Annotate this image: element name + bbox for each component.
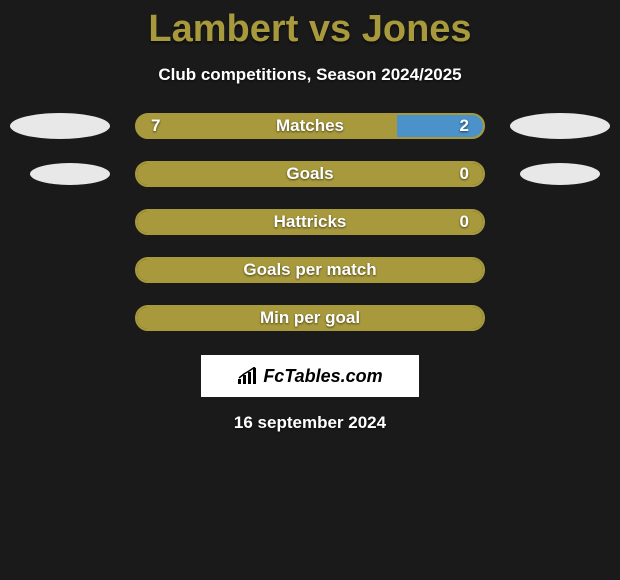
decor-ellipse-left: [30, 163, 110, 185]
bar-matches: 7 Matches 2: [135, 113, 485, 139]
decor-ellipse-right: [520, 163, 600, 185]
decor-ellipse-left: [10, 113, 110, 139]
row-goals-per-match: Goals per match: [0, 257, 620, 283]
bar-goals-per-match: Goals per match: [135, 257, 485, 283]
decor-ellipse-right: [510, 113, 610, 139]
brand-text: FcTables.com: [263, 366, 382, 387]
bar-seg-left: [137, 163, 483, 185]
comparison-rows: 7 Matches 2 Goals 0 Hattricks 0 Goals pe…: [0, 113, 620, 331]
bar-seg-left: [137, 211, 483, 233]
bar-seg-left: [137, 307, 483, 329]
brand-box: FcTables.com: [201, 355, 419, 397]
bar-seg-left: [137, 115, 397, 137]
bar-seg-right: [397, 115, 484, 137]
brand-chart-icon: [237, 367, 259, 385]
row-min-per-goal: Min per goal: [0, 305, 620, 331]
bar-goals: Goals 0: [135, 161, 485, 187]
subtitle: Club competitions, Season 2024/2025: [0, 65, 620, 85]
page-title: Lambert vs Jones: [0, 0, 620, 51]
bar-hattricks: Hattricks 0: [135, 209, 485, 235]
row-matches: 7 Matches 2: [0, 113, 620, 139]
row-goals: Goals 0: [0, 161, 620, 187]
bar-seg-left: [137, 259, 483, 281]
row-hattricks: Hattricks 0: [0, 209, 620, 235]
date-text: 16 september 2024: [0, 413, 620, 433]
bar-min-per-goal: Min per goal: [135, 305, 485, 331]
